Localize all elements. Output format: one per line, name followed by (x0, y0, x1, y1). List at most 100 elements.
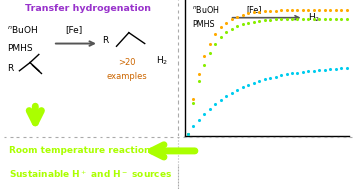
Point (240, 13, 246, 16)
Point (317, 17, 322, 20)
Point (267, 18, 273, 21)
Point (333, 17, 339, 20)
Point (234, 88, 240, 91)
Text: Sustainable H$^+$ and H$^-$ sources: Sustainable H$^+$ and H$^-$ sources (9, 168, 172, 180)
Point (284, 9, 289, 12)
Point (251, 11, 257, 14)
Point (289, 17, 295, 20)
Point (339, 67, 344, 70)
Text: [Fe]: [Fe] (66, 26, 83, 34)
Point (223, 95, 229, 98)
Point (207, 107, 213, 110)
Point (295, 71, 300, 74)
Point (278, 18, 284, 21)
Point (317, 68, 322, 71)
Point (300, 9, 306, 12)
Point (256, 10, 262, 13)
Text: Transfer hydrogenation: Transfer hydrogenation (25, 4, 151, 13)
Point (295, 9, 300, 12)
Point (240, 22, 246, 26)
Point (213, 33, 218, 36)
Point (306, 70, 311, 73)
Point (344, 8, 349, 11)
Point (234, 24, 240, 27)
Text: PMHS: PMHS (7, 44, 33, 53)
Point (339, 17, 344, 20)
Point (229, 91, 235, 94)
Point (196, 73, 202, 76)
Point (185, 132, 191, 135)
Point (262, 78, 268, 81)
Point (317, 9, 322, 12)
Point (262, 19, 268, 22)
Text: examples: examples (107, 72, 148, 81)
Text: R: R (102, 36, 109, 45)
Point (262, 10, 268, 13)
Point (245, 84, 251, 87)
Point (344, 17, 349, 20)
Point (202, 55, 207, 58)
Text: R: R (7, 64, 13, 73)
Point (322, 9, 328, 12)
Point (328, 68, 333, 71)
Point (273, 9, 279, 12)
Text: $^n$BuOH: $^n$BuOH (192, 4, 220, 15)
Point (273, 75, 279, 78)
Point (229, 27, 235, 30)
Point (289, 72, 295, 75)
Point (245, 12, 251, 15)
Point (328, 9, 333, 12)
Text: H$_2$: H$_2$ (309, 12, 321, 24)
Point (333, 8, 339, 11)
Text: $^n$BuOH: $^n$BuOH (7, 24, 38, 36)
Point (234, 15, 240, 18)
Point (196, 80, 202, 83)
Point (339, 8, 344, 11)
Point (306, 17, 311, 20)
Point (202, 112, 207, 115)
Point (289, 9, 295, 12)
Point (278, 74, 284, 77)
Point (311, 17, 317, 20)
Point (185, 132, 191, 135)
Point (202, 63, 207, 66)
Point (218, 26, 224, 29)
Point (229, 18, 235, 21)
Point (256, 80, 262, 83)
Point (284, 18, 289, 21)
Point (322, 17, 328, 20)
Point (223, 31, 229, 34)
Text: Room temperature reactions: Room temperature reactions (9, 146, 156, 155)
Point (267, 9, 273, 12)
Point (267, 76, 273, 79)
Point (300, 70, 306, 73)
Point (245, 21, 251, 24)
Point (311, 9, 317, 12)
Point (295, 17, 300, 20)
Text: PMHS: PMHS (192, 20, 215, 29)
Point (240, 86, 246, 89)
Point (191, 102, 196, 105)
Point (191, 125, 196, 128)
Point (256, 19, 262, 22)
Point (278, 9, 284, 12)
Point (207, 42, 213, 45)
Point (251, 81, 257, 84)
Point (218, 98, 224, 101)
Point (322, 68, 328, 71)
Point (213, 42, 218, 45)
Point (344, 67, 349, 70)
Point (311, 69, 317, 72)
Point (185, 132, 191, 135)
Point (191, 98, 196, 101)
Point (207, 51, 213, 54)
Point (300, 17, 306, 20)
Point (306, 9, 311, 12)
Text: H$_2$: H$_2$ (156, 55, 168, 67)
Point (196, 118, 202, 121)
Text: [Fe]: [Fe] (246, 5, 262, 14)
Point (213, 103, 218, 106)
Point (273, 18, 279, 21)
Point (251, 20, 257, 23)
Point (223, 21, 229, 24)
